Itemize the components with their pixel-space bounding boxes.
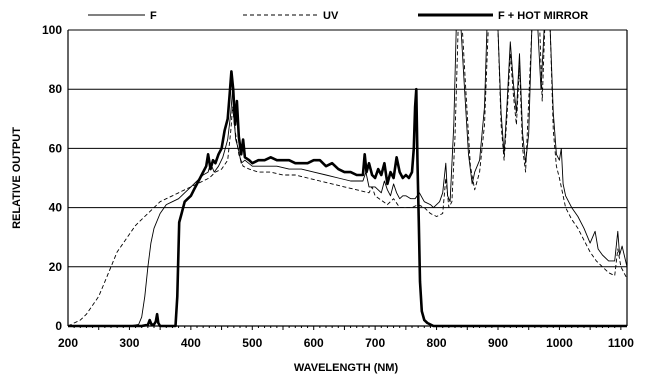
- y-tick-label-100: 100: [42, 23, 62, 37]
- legend-label-uv: UV: [323, 10, 339, 22]
- x-tick-label-900: 900: [488, 336, 508, 350]
- x-tick-label-400: 400: [181, 336, 201, 350]
- x-tick-label-200: 200: [58, 336, 78, 350]
- x-tick-label-1100: 1100: [608, 336, 634, 350]
- chart-legend: F UV F + HOT MIRROR: [88, 10, 588, 22]
- series-line-f: [68, 30, 627, 327]
- y-tick-label-20: 20: [49, 260, 63, 274]
- y-axis-title: RELATIVE OUTPUT: [11, 127, 23, 229]
- legend-label-f: F: [150, 10, 157, 22]
- x-axis-title: WAVELENGTH (NM): [294, 362, 399, 374]
- y-tick-label-0: 0: [55, 319, 62, 333]
- x-tick-label-600: 600: [304, 336, 324, 350]
- legend-label-f-hot-mirror: F + HOT MIRROR: [498, 10, 588, 22]
- chart-series: [68, 30, 627, 328]
- y-tick-label-40: 40: [49, 201, 63, 215]
- y-tick-label-60: 60: [49, 141, 63, 155]
- chart-grid: [68, 29, 627, 327]
- series-line-uv: [68, 30, 627, 327]
- x-tick-label-500: 500: [242, 336, 262, 350]
- series-line-f-hot-mirror: [68, 70, 627, 328]
- x-tick-label-700: 700: [365, 336, 385, 350]
- chart-tick-labels: 200 300 400 500 600 700 800 900 1000 1100 0 20 40 60 8…: [42, 23, 634, 350]
- chart-axes: [67, 30, 628, 330]
- x-tick-label-300: 300: [119, 336, 139, 350]
- x-tick-label-800: 800: [427, 336, 447, 350]
- y-tick-label-80: 80: [49, 82, 63, 96]
- x-tick-label-1000: 1000: [546, 336, 573, 350]
